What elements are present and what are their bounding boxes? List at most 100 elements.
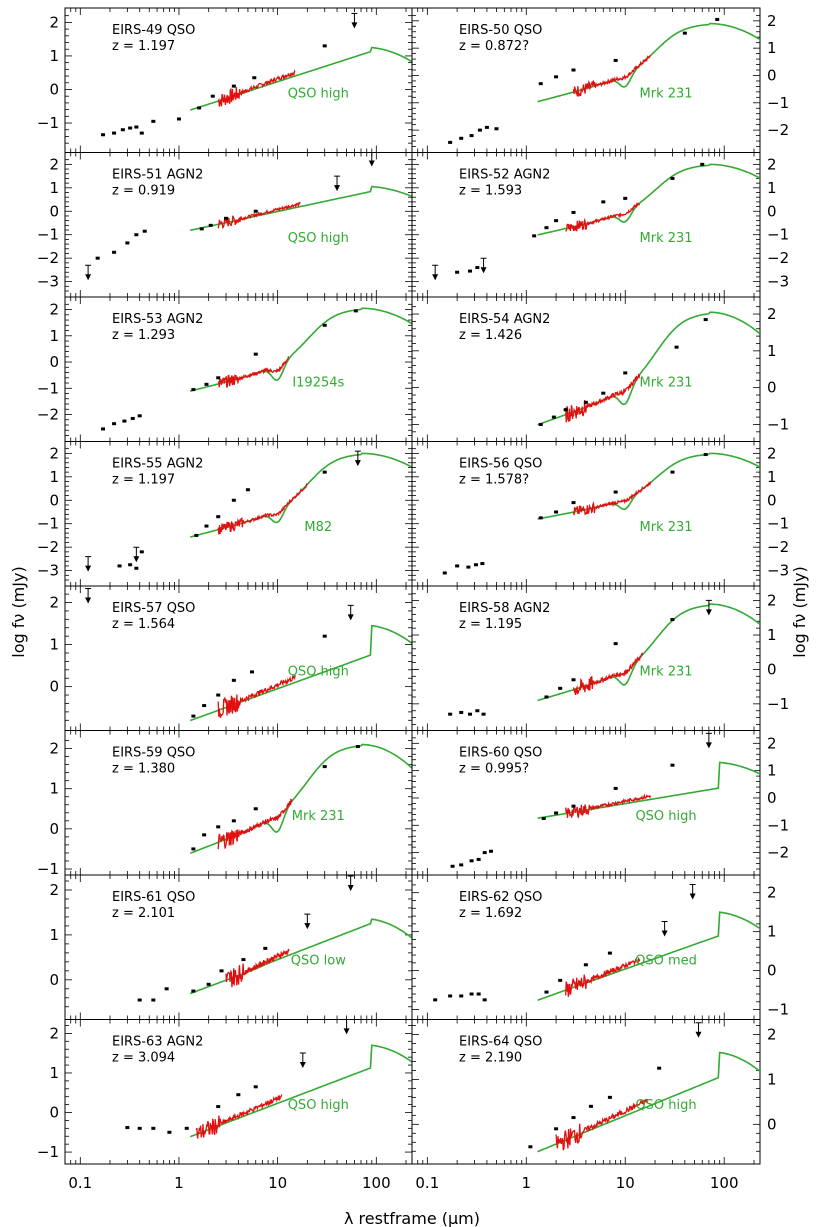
photometry-point [199, 227, 204, 231]
panel-plot-area [433, 884, 760, 1002]
model-template-curve [537, 761, 760, 819]
y-tick-label: 1 [767, 468, 777, 486]
template-name: Mrk 231 [640, 520, 693, 535]
photometry-point [137, 414, 142, 418]
panel-plot-area [85, 450, 412, 572]
photometry-point [231, 678, 236, 682]
photometry-point [571, 1116, 576, 1120]
y-tick-label: −2 [37, 538, 59, 556]
photometry-point [245, 488, 250, 492]
y-tick-label: 0 [49, 971, 59, 989]
photometry-point [250, 670, 255, 674]
photometry-point [231, 819, 236, 823]
photometry-point [151, 1126, 156, 1130]
y-tick-label: −2 [767, 844, 789, 862]
y-tick-label: 2 [767, 305, 777, 323]
photometry-point [134, 125, 139, 129]
photometry-point [176, 117, 181, 121]
upper-limit-arrow [85, 597, 92, 604]
template-name: Mrk 231 [640, 87, 693, 102]
photometry-point [206, 982, 211, 986]
irs-spectrum [217, 201, 301, 230]
panel-plot-area [189, 743, 412, 855]
source-name: EIRS-59 QSO [112, 746, 195, 761]
panel-plot-area [85, 588, 412, 722]
upper-limit-arrow [432, 274, 439, 281]
y-tick-label: 2 [49, 155, 59, 173]
source-name: EIRS-54 AGN2 [459, 312, 550, 327]
photometry-point [558, 686, 563, 690]
y-tick-label: 0 [767, 1115, 777, 1133]
photometry-point [112, 422, 117, 426]
irs-spectrum [195, 1094, 283, 1139]
x-tick-label: 100 [710, 1174, 739, 1192]
photometry-point [475, 266, 480, 270]
photometry-point [558, 978, 563, 982]
model-template-curve [537, 603, 760, 702]
photometry-point [112, 131, 117, 135]
upper-limit-arrow [347, 884, 354, 891]
photometry-point [477, 128, 482, 132]
photometry-point [151, 998, 156, 1002]
photometry-point [571, 804, 576, 808]
upper-limit-arrow [351, 22, 358, 29]
photometry-point [583, 963, 588, 967]
y-tick-label: −2 [767, 538, 789, 556]
y-axis-label-right: log fν (mJy) [790, 566, 809, 657]
photometry-point [583, 400, 588, 404]
panel-plot-area [448, 599, 760, 716]
photometry-point [601, 200, 606, 204]
x-tick-label: 1 [174, 1174, 184, 1192]
photometry-point [563, 408, 568, 412]
panel-plot-area [125, 1019, 412, 1139]
y-tick-label: 1 [767, 342, 777, 360]
y-tick-label: 1 [49, 926, 59, 944]
photometry-point [191, 989, 196, 993]
photometry-point [554, 811, 559, 815]
photometry-point [112, 250, 117, 254]
photometry-point [468, 269, 473, 273]
panel-plot-area [537, 311, 760, 426]
photometry-point [134, 233, 139, 237]
photometry-point [137, 998, 142, 1002]
irs-spectrum [217, 356, 290, 388]
photometry-point [322, 44, 327, 48]
photometry-point [139, 550, 144, 554]
photometry-point [475, 709, 480, 713]
photometry-point [202, 833, 207, 837]
upper-limit-arrow [85, 565, 92, 572]
irs-spectrum [572, 481, 652, 516]
y-tick-label: 0 [767, 962, 777, 980]
y-tick-label: −2 [37, 406, 59, 424]
redshift-label: z = 0.919 [112, 184, 175, 199]
photometry-point [101, 427, 106, 431]
y-tick-label: 2 [767, 884, 777, 902]
redshift-label: z = 1.426 [459, 328, 522, 343]
photometry-point [571, 501, 576, 505]
photometry-point [532, 234, 537, 238]
panel-plot-area [137, 875, 412, 1002]
y-tick-label: 2 [49, 1024, 59, 1042]
photometry-point [236, 1093, 241, 1097]
photometry-point [700, 162, 705, 166]
y-tick-label: −1 [767, 94, 789, 112]
y-tick-label: −1 [767, 695, 789, 713]
photometry-point [459, 994, 464, 998]
y-tick-label: −1 [37, 379, 59, 397]
panel-plot-area [101, 12, 412, 137]
photometry-point [670, 176, 675, 180]
photometry-point [623, 196, 628, 200]
photometry-point [544, 695, 549, 699]
y-tick-label: −1 [767, 1001, 789, 1019]
model-template-curve [190, 185, 412, 231]
y-tick-label: −3 [767, 562, 789, 580]
y-tick-label: 0 [49, 80, 59, 98]
upper-limit-arrow [705, 609, 712, 616]
photometry-point [128, 126, 133, 130]
photometry-point [538, 422, 543, 426]
